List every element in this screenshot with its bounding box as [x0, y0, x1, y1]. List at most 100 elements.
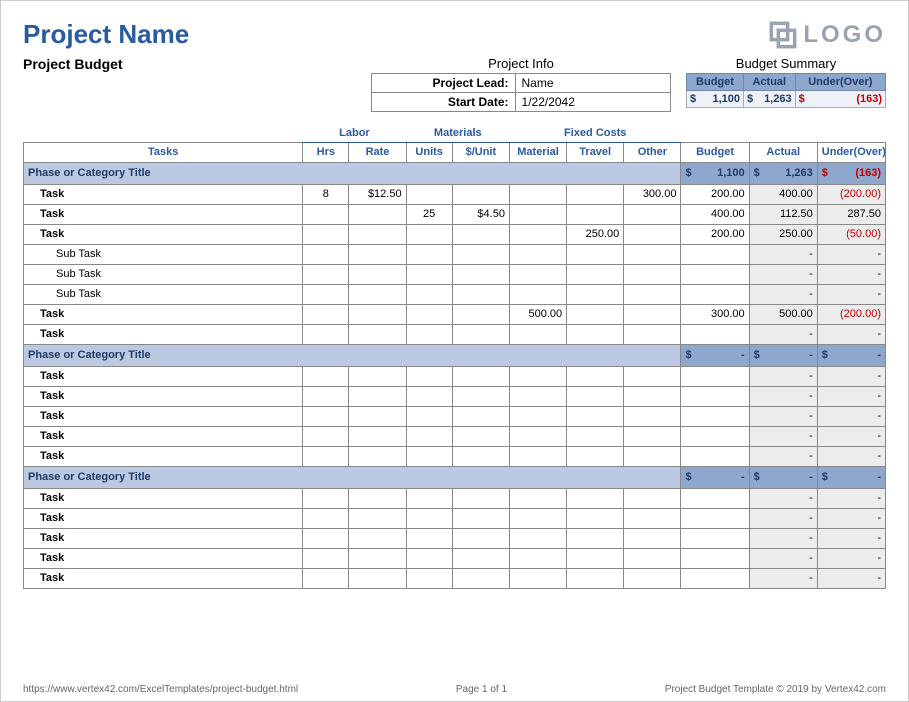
cell-unitprice[interactable]: [452, 264, 509, 284]
cell-hrs[interactable]: [303, 244, 349, 264]
cell-travel[interactable]: [567, 568, 624, 588]
cell-other[interactable]: [624, 488, 681, 508]
cell-other[interactable]: [624, 528, 681, 548]
cell-unitprice[interactable]: [452, 184, 509, 204]
cell-rate[interactable]: [349, 508, 406, 528]
cell-travel[interactable]: [567, 366, 624, 386]
cell-rate[interactable]: [349, 264, 406, 284]
cell-material[interactable]: [509, 528, 566, 548]
cell-other[interactable]: [624, 446, 681, 466]
task-label[interactable]: Task: [24, 488, 303, 508]
cell-other[interactable]: [624, 224, 681, 244]
cell-other[interactable]: [624, 304, 681, 324]
cell-hrs[interactable]: [303, 324, 349, 344]
cell-rate[interactable]: [349, 568, 406, 588]
cell-unitprice[interactable]: [452, 304, 509, 324]
task-label[interactable]: Task: [24, 304, 303, 324]
cell-material[interactable]: [509, 406, 566, 426]
cell-travel[interactable]: [567, 508, 624, 528]
cell-budget[interactable]: [681, 324, 749, 344]
cell-other[interactable]: 300.00: [624, 184, 681, 204]
cell-material[interactable]: [509, 548, 566, 568]
cell-units[interactable]: [406, 426, 452, 446]
cell-other[interactable]: [624, 324, 681, 344]
cell-travel[interactable]: [567, 264, 624, 284]
lead-value[interactable]: Name: [515, 74, 670, 93]
cell-rate[interactable]: [349, 528, 406, 548]
cell-other[interactable]: [624, 548, 681, 568]
cell-rate[interactable]: [349, 446, 406, 466]
cell-rate[interactable]: [349, 244, 406, 264]
cell-travel[interactable]: 250.00: [567, 224, 624, 244]
cell-budget[interactable]: 300.00: [681, 304, 749, 324]
cell-units[interactable]: [406, 508, 452, 528]
cell-unitprice[interactable]: [452, 324, 509, 344]
cell-budget[interactable]: [681, 426, 749, 446]
cell-unitprice[interactable]: [452, 284, 509, 304]
cell-units[interactable]: [406, 304, 452, 324]
cell-other[interactable]: [624, 568, 681, 588]
task-label[interactable]: Task: [24, 184, 303, 204]
cell-unitprice[interactable]: [452, 446, 509, 466]
cell-unitprice[interactable]: [452, 508, 509, 528]
cell-unitprice[interactable]: [452, 386, 509, 406]
cell-material[interactable]: [509, 386, 566, 406]
cell-hrs[interactable]: 8: [303, 184, 349, 204]
cell-units[interactable]: [406, 184, 452, 204]
cell-units[interactable]: [406, 244, 452, 264]
cell-material[interactable]: [509, 224, 566, 244]
cell-other[interactable]: [624, 264, 681, 284]
cell-budget[interactable]: [681, 284, 749, 304]
task-label[interactable]: Task: [24, 224, 303, 244]
cell-unitprice[interactable]: [452, 568, 509, 588]
cell-material[interactable]: [509, 426, 566, 446]
cell-hrs[interactable]: [303, 366, 349, 386]
cell-budget[interactable]: [681, 244, 749, 264]
cell-unitprice[interactable]: [452, 488, 509, 508]
cell-travel[interactable]: [567, 324, 624, 344]
cell-other[interactable]: [624, 426, 681, 446]
cell-hrs[interactable]: [303, 224, 349, 244]
cell-units[interactable]: [406, 528, 452, 548]
cell-rate[interactable]: [349, 386, 406, 406]
cell-rate[interactable]: [349, 488, 406, 508]
cell-hrs[interactable]: [303, 264, 349, 284]
cell-material[interactable]: [509, 284, 566, 304]
task-label[interactable]: Task: [24, 446, 303, 466]
cell-unitprice[interactable]: [452, 548, 509, 568]
start-value[interactable]: 1/22/2042: [515, 93, 670, 112]
task-label[interactable]: Task: [24, 548, 303, 568]
task-label[interactable]: Task: [24, 324, 303, 344]
cell-material[interactable]: [509, 446, 566, 466]
cell-units[interactable]: [406, 324, 452, 344]
cell-hrs[interactable]: [303, 568, 349, 588]
cell-travel[interactable]: [567, 304, 624, 324]
cell-unitprice[interactable]: [452, 224, 509, 244]
cell-material[interactable]: [509, 184, 566, 204]
task-label[interactable]: Task: [24, 568, 303, 588]
cell-rate[interactable]: [349, 204, 406, 224]
cell-units[interactable]: [406, 386, 452, 406]
cell-other[interactable]: [624, 284, 681, 304]
task-label[interactable]: Task: [24, 406, 303, 426]
cell-budget[interactable]: [681, 548, 749, 568]
cell-units[interactable]: [406, 264, 452, 284]
cell-hrs[interactable]: [303, 386, 349, 406]
task-label[interactable]: Sub Task: [24, 284, 303, 304]
task-label[interactable]: Sub Task: [24, 264, 303, 284]
cell-rate[interactable]: $12.50: [349, 184, 406, 204]
cell-rate[interactable]: [349, 324, 406, 344]
task-label[interactable]: Task: [24, 528, 303, 548]
cell-hrs[interactable]: [303, 446, 349, 466]
cell-travel[interactable]: [567, 244, 624, 264]
cell-unitprice[interactable]: $4.50: [452, 204, 509, 224]
cell-rate[interactable]: [349, 548, 406, 568]
cell-other[interactable]: [624, 366, 681, 386]
cell-material[interactable]: [509, 508, 566, 528]
cell-travel[interactable]: [567, 406, 624, 426]
cell-units[interactable]: [406, 568, 452, 588]
cell-rate[interactable]: [349, 224, 406, 244]
cell-budget[interactable]: [681, 508, 749, 528]
task-label[interactable]: Task: [24, 386, 303, 406]
cell-budget[interactable]: [681, 446, 749, 466]
